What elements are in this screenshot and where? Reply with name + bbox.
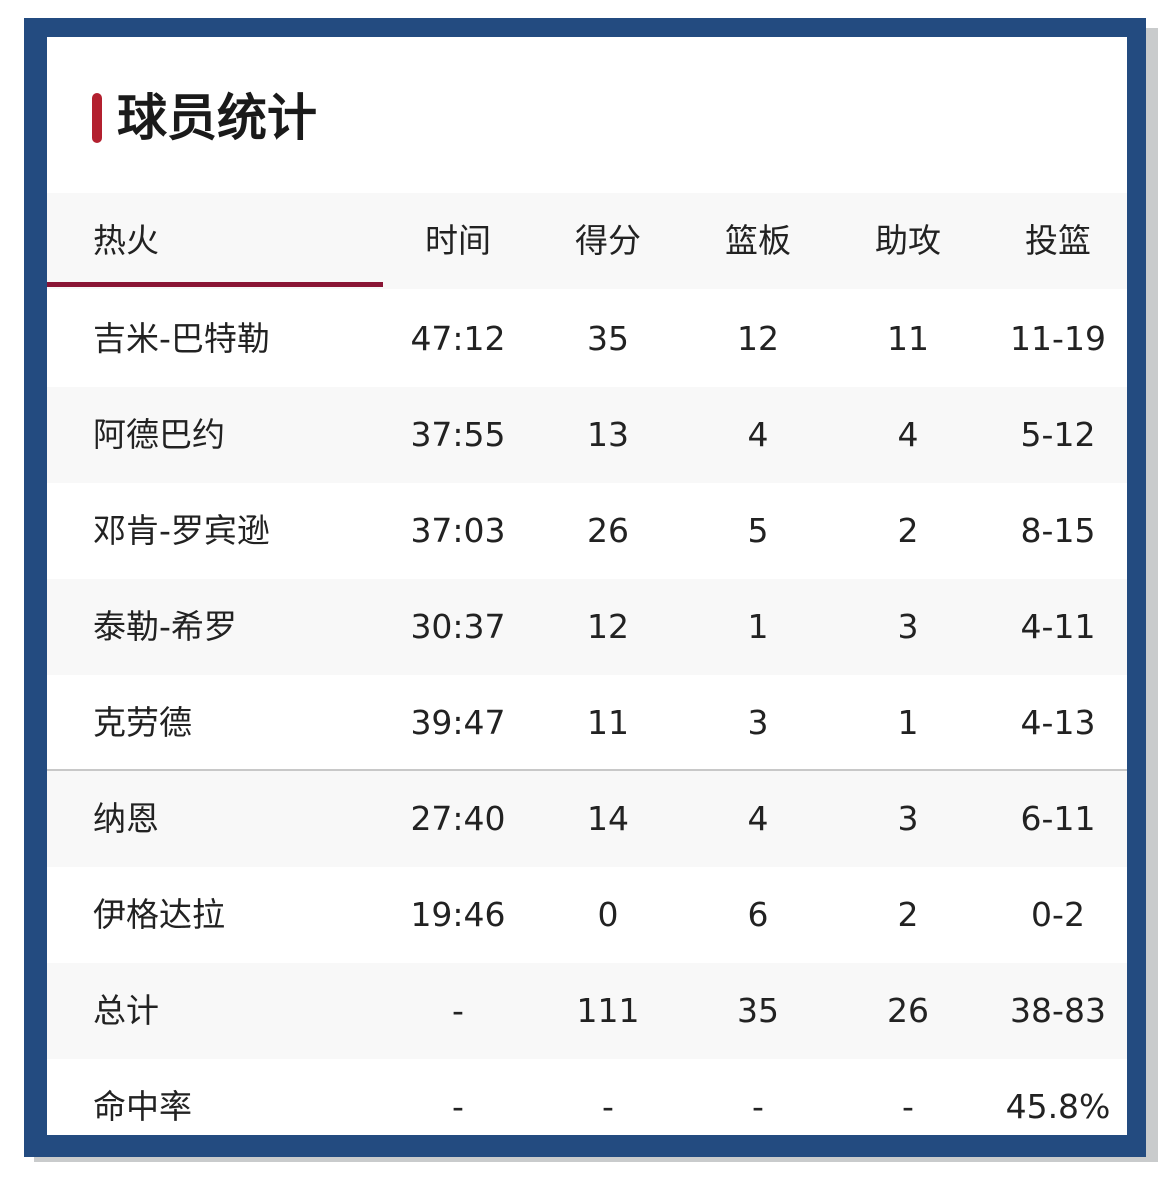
stat-rebounds: 6 bbox=[747, 895, 769, 934]
stat-shooting: 11-19 bbox=[1010, 319, 1106, 358]
stat-shooting: 8-15 bbox=[1020, 511, 1096, 550]
table-row: 吉米-巴特勒 47:12 35 12 11 11-19 bbox=[47, 291, 1127, 387]
stat-rebounds: 4 bbox=[747, 799, 769, 838]
stat-assists: 3 bbox=[897, 799, 919, 838]
stat-rebounds: 3 bbox=[747, 703, 769, 742]
player-name: 邓肯-罗宾逊 bbox=[93, 511, 270, 550]
stat-assists: 1 bbox=[897, 703, 919, 742]
stat-points: - bbox=[602, 1087, 614, 1126]
stat-time: 39:47 bbox=[410, 703, 506, 742]
stat-assists: 11 bbox=[887, 319, 929, 358]
stat-shooting: 5-12 bbox=[1020, 415, 1096, 454]
page-title: 球员统计 bbox=[117, 89, 317, 147]
stat-time: - bbox=[452, 991, 464, 1030]
player-name: 吉米-巴特勒 bbox=[93, 319, 270, 358]
table-row: 总计 - 111 35 26 38-83 bbox=[47, 963, 1127, 1059]
stat-time: - bbox=[452, 1087, 464, 1126]
stat-assists: 26 bbox=[887, 991, 929, 1030]
player-name: 泰勒-希罗 bbox=[93, 607, 237, 646]
table-header: 热火 时间 得分 篮板 助攻 投篮 bbox=[47, 193, 1127, 289]
stat-points: 26 bbox=[587, 511, 629, 550]
player-name: 阿德巴约 bbox=[93, 415, 225, 454]
stat-rebounds: 1 bbox=[747, 607, 769, 646]
column-header-time: 时间 bbox=[425, 221, 491, 260]
player-name: 克劳德 bbox=[93, 703, 192, 742]
table-row: 泰勒-希罗 30:37 12 1 3 4-11 bbox=[47, 579, 1127, 675]
player-name: 伊格达拉 bbox=[93, 895, 225, 934]
stat-assists: 2 bbox=[897, 511, 919, 550]
table-row: 阿德巴约 37:55 13 4 4 5-12 bbox=[47, 387, 1127, 483]
column-header-shooting: 投篮 bbox=[1025, 221, 1091, 260]
stat-shooting: 6-11 bbox=[1020, 799, 1096, 838]
stat-points: 11 bbox=[587, 703, 629, 742]
table-row: 纳恩 27:40 14 4 3 6-11 bbox=[47, 771, 1127, 867]
stat-points: 111 bbox=[576, 991, 640, 1030]
stat-time: 37:03 bbox=[410, 511, 506, 550]
stat-time: 19:46 bbox=[410, 895, 506, 934]
stat-assists: 2 bbox=[897, 895, 919, 934]
team-tab-underline bbox=[47, 282, 383, 287]
tab-team[interactable]: 热火 bbox=[93, 221, 159, 260]
stat-shooting: 45.8% bbox=[1005, 1087, 1111, 1126]
stat-points: 13 bbox=[587, 415, 629, 454]
player-stats-card: 球员统计 热火 时间 得分 篮板 助攻 投篮 吉米-巴特勒 47:12 35 12 11… bbox=[47, 37, 1127, 1135]
stat-time: 27:40 bbox=[410, 799, 506, 838]
stat-shooting: 0-2 bbox=[1031, 895, 1085, 934]
stat-rebounds: 12 bbox=[737, 319, 779, 358]
table-row: 邓肯-罗宾逊 37:03 26 5 2 8-15 bbox=[47, 483, 1127, 579]
column-header-rebounds: 篮板 bbox=[725, 221, 791, 260]
player-name: 纳恩 bbox=[93, 799, 159, 838]
stat-assists: 4 bbox=[897, 415, 919, 454]
stat-rebounds: 4 bbox=[747, 415, 769, 454]
stat-shooting: 4-13 bbox=[1020, 703, 1096, 742]
stat-shooting: 38-83 bbox=[1010, 991, 1106, 1030]
stat-rebounds: 35 bbox=[737, 991, 779, 1030]
stat-time: 37:55 bbox=[410, 415, 506, 454]
stat-assists: 3 bbox=[897, 607, 919, 646]
table-row: 命中率 - - - - 45.8% bbox=[47, 1059, 1127, 1135]
table-row: 伊格达拉 19:46 0 6 2 0-2 bbox=[47, 867, 1127, 963]
starters-bench-divider bbox=[47, 769, 1127, 771]
column-header-points: 得分 bbox=[575, 221, 641, 260]
stat-shooting: 4-11 bbox=[1020, 607, 1096, 646]
title-accent-bar bbox=[92, 93, 102, 143]
player-name: 总计 bbox=[93, 991, 159, 1030]
stat-points: 12 bbox=[587, 607, 629, 646]
stat-points: 14 bbox=[587, 799, 629, 838]
stat-rebounds: - bbox=[752, 1087, 764, 1126]
table-row: 克劳德 39:47 11 3 1 4-13 bbox=[47, 675, 1127, 771]
column-header-assists: 助攻 bbox=[875, 221, 941, 260]
stat-rebounds: 5 bbox=[747, 511, 769, 550]
player-name: 命中率 bbox=[93, 1087, 192, 1126]
stat-assists: - bbox=[902, 1087, 914, 1126]
stat-points: 35 bbox=[587, 319, 629, 358]
stat-time: 30:37 bbox=[410, 607, 506, 646]
stat-points: 0 bbox=[597, 895, 619, 934]
stat-time: 47:12 bbox=[410, 319, 506, 358]
